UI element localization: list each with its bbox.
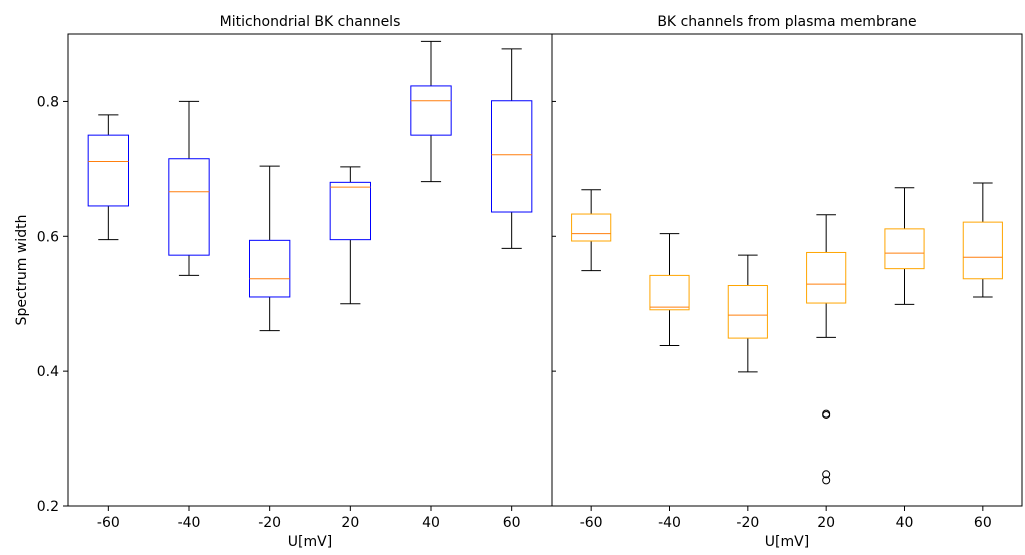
y-tick-label: 0.8	[37, 94, 59, 110]
x-tick-label: 40	[896, 515, 914, 531]
x-tick-label: 40	[422, 515, 440, 531]
iqr-box	[168, 158, 210, 256]
panel-mitochondrial: Mitichondrial BK channels -60 -40 -20 20 40 60…	[14, 14, 553, 550]
x-tick-label: -20	[258, 515, 281, 531]
iqr-box	[962, 221, 1003, 280]
x-tick-label: 20	[817, 515, 835, 531]
iqr-box	[87, 134, 129, 207]
iqr-box	[649, 274, 690, 311]
iqr-box	[806, 251, 847, 304]
x-tick-label: -40	[658, 515, 681, 531]
x-tick-label: 20	[341, 515, 359, 531]
iqr-box	[249, 239, 291, 298]
iqr-box	[329, 181, 371, 241]
x-tick-label: -60	[580, 515, 603, 531]
panel-title: BK channels from plasma membrane	[657, 14, 916, 30]
y-tick-label: 0.6	[37, 229, 59, 245]
x-tick-label: -60	[97, 515, 120, 531]
plot-frame	[67, 33, 553, 507]
plot-frame	[551, 33, 1023, 507]
y-axis-label: Spectrum width	[14, 215, 30, 326]
iqr-box	[727, 285, 768, 339]
outlier-point	[822, 476, 831, 485]
x-tick-label: -20	[736, 515, 759, 531]
outlier-point	[822, 410, 831, 419]
iqr-box	[884, 228, 925, 270]
x-tick-label: 60	[974, 515, 992, 531]
iqr-box	[491, 100, 533, 213]
iqr-box	[410, 85, 452, 136]
x-axis-label: U[mV]	[765, 534, 809, 550]
y-tick-label: 0.2	[37, 499, 59, 515]
x-tick-label: 60	[503, 515, 521, 531]
outlier-point	[822, 470, 831, 479]
panel-plasma-membrane: BK channels from plasma membrane -60 -40 -2…	[551, 14, 1023, 550]
x-tick-label: -40	[178, 515, 201, 531]
iqr-box	[571, 213, 612, 242]
x-axis-label: U[mV]	[288, 534, 332, 550]
panel-title: Mitichondrial BK channels	[220, 14, 401, 30]
y-tick-label: 0.4	[37, 364, 59, 380]
